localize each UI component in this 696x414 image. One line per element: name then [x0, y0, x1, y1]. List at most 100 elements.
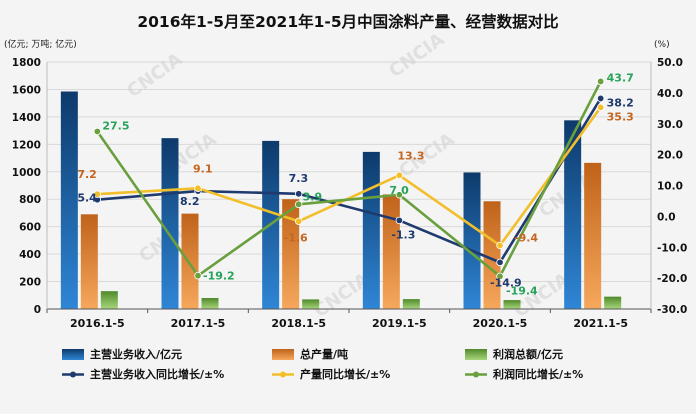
right-tick-label: 0.0 [657, 211, 676, 223]
production-growth-data-label: 13.3 [397, 149, 424, 162]
profit-bar [201, 298, 219, 309]
production-growth-point [596, 103, 605, 112]
revenue-bar [60, 91, 78, 309]
left-tick-label: 1000 [12, 167, 41, 179]
left-tick-label: 400 [19, 249, 41, 261]
production-growth-point [496, 241, 504, 250]
x-tick-label: 2020.1-5 [473, 317, 528, 330]
revenue-growth-data-label: -14.9 [490, 276, 522, 289]
revenue-growth-data-label: -1.3 [391, 228, 415, 241]
revenue-growth-point [496, 258, 504, 267]
profit-bar [503, 300, 521, 309]
legend-label: 利润同比增长/±% [493, 367, 583, 381]
revenue-growth-data-label: 5.4 [77, 192, 97, 205]
production-growth-point [194, 184, 202, 192]
x-tick-label: 2016.1-5 [70, 317, 125, 330]
profit-growth-data-label: 43.7 [607, 71, 634, 84]
production-growth-data-label: 35.3 [607, 110, 634, 123]
revenue-bar [161, 138, 179, 309]
x-tick-label: 2018.1-5 [271, 317, 326, 330]
production-bar [584, 162, 602, 309]
legend-label: 主营业务收入/亿元 [90, 347, 182, 361]
right-tick-label: -10.0 [657, 242, 687, 254]
line-series [93, 77, 605, 280]
revenue-growth-point [294, 190, 303, 198]
revenue-bar [463, 172, 481, 309]
left-tick-label: 1800 [12, 57, 41, 69]
right-tick-label: -30.0 [657, 304, 687, 316]
profit-growth-point [395, 191, 404, 199]
profit-growth-data-label: 3.9 [303, 190, 323, 203]
revenue-bar [564, 120, 582, 309]
profit-bar [604, 296, 622, 309]
production-growth-point [395, 171, 404, 180]
production-bar [181, 213, 199, 309]
revenue-growth-data-label: 8.2 [180, 195, 200, 208]
right-tick-label: -20.0 [657, 273, 687, 285]
revenue-bar [362, 151, 380, 309]
legend-label: 主营业务收入同比增长/±% [90, 367, 224, 381]
profit-bar [100, 291, 118, 309]
profit-growth-point [194, 271, 202, 280]
production-bar [80, 214, 98, 309]
right-tick-label: 10.0 [657, 181, 683, 193]
profit-bar [302, 299, 320, 309]
bar-series [60, 91, 622, 309]
production-growth-point [294, 217, 303, 226]
chart-title: 2016年1-5月至2021年1-5月中国涂料产量、经营数据对比 [137, 12, 558, 31]
profit-growth-data-label: -19.4 [506, 284, 538, 297]
x-tick-label: 2021.1-5 [573, 317, 628, 330]
legend-swatch-marker [473, 371, 479, 378]
profit-bar [402, 299, 420, 309]
legend-label: 总产量/吨 [300, 347, 348, 361]
production-bar [483, 201, 501, 309]
axes: 0 200 400 600 800 1000 1200 1400 1600 1800 -30.0 -2… [12, 57, 688, 330]
right-tick-label: 50.0 [657, 57, 683, 69]
legend-label: 利润总额/亿元 [493, 347, 563, 361]
right-tick-label: 40.0 [657, 88, 683, 100]
legend-swatch-marker [280, 371, 286, 378]
right-tick-label: 30.0 [657, 119, 683, 131]
right-axis-unit-label: (%) [654, 40, 670, 50]
left-tick-label: 200 [19, 277, 41, 289]
profit-growth-data-label: 7.0 [389, 184, 409, 197]
production-growth-data-label: -1.6 [284, 231, 308, 244]
x-tick-label: 2019.1-5 [372, 317, 427, 330]
legend-swatch [62, 349, 84, 360]
profit-growth-data-label: -19.2 [203, 270, 235, 283]
legend-swatch-marker [70, 371, 76, 378]
left-axis-unit-label: (亿元; 万吨; 亿元) [4, 38, 77, 50]
watermark-text: CNCIA [385, 29, 448, 82]
revenue-growth-data-label: 7.3 [289, 172, 309, 185]
production-growth-data-label: -9.4 [514, 231, 538, 244]
left-tick-label: 1400 [12, 112, 41, 124]
left-tick-label: 1200 [12, 139, 41, 151]
revenue-growth-point [596, 94, 605, 103]
revenue-growth-data-label: 38.2 [607, 96, 634, 109]
production-growth-point [93, 190, 102, 198]
left-tick-label: 600 [19, 222, 41, 234]
profit-growth-point [93, 127, 102, 136]
legend-swatch [465, 349, 487, 360]
production-growth-data-label: 7.2 [77, 168, 97, 181]
profit-growth-point [496, 272, 504, 280]
profit-growth-data-label: 27.5 [102, 119, 129, 132]
left-tick-label: 800 [19, 194, 41, 206]
right-tick-label: 20.0 [657, 150, 683, 162]
revenue-growth-point [395, 216, 404, 225]
production-bar [282, 199, 300, 309]
x-tick-label: 2017.1-5 [171, 317, 226, 330]
legend-label: 产量同比增长/±% [300, 367, 390, 381]
production-growth-data-label: 9.1 [193, 162, 213, 175]
left-tick-label: 0 [34, 304, 41, 316]
data-labels: 5.4 8.2 7.3 -1.3 -14.9 38.2 7.2 9.1 -1.6 13.3 -9.4… [77, 71, 633, 297]
left-tick-label: 1600 [12, 84, 41, 96]
production-bar [382, 194, 400, 309]
revenue-growth-line [97, 97, 602, 264]
legend-swatch [272, 349, 294, 360]
watermark-text: CNCIA [123, 49, 186, 102]
profit-growth-point [294, 200, 303, 209]
